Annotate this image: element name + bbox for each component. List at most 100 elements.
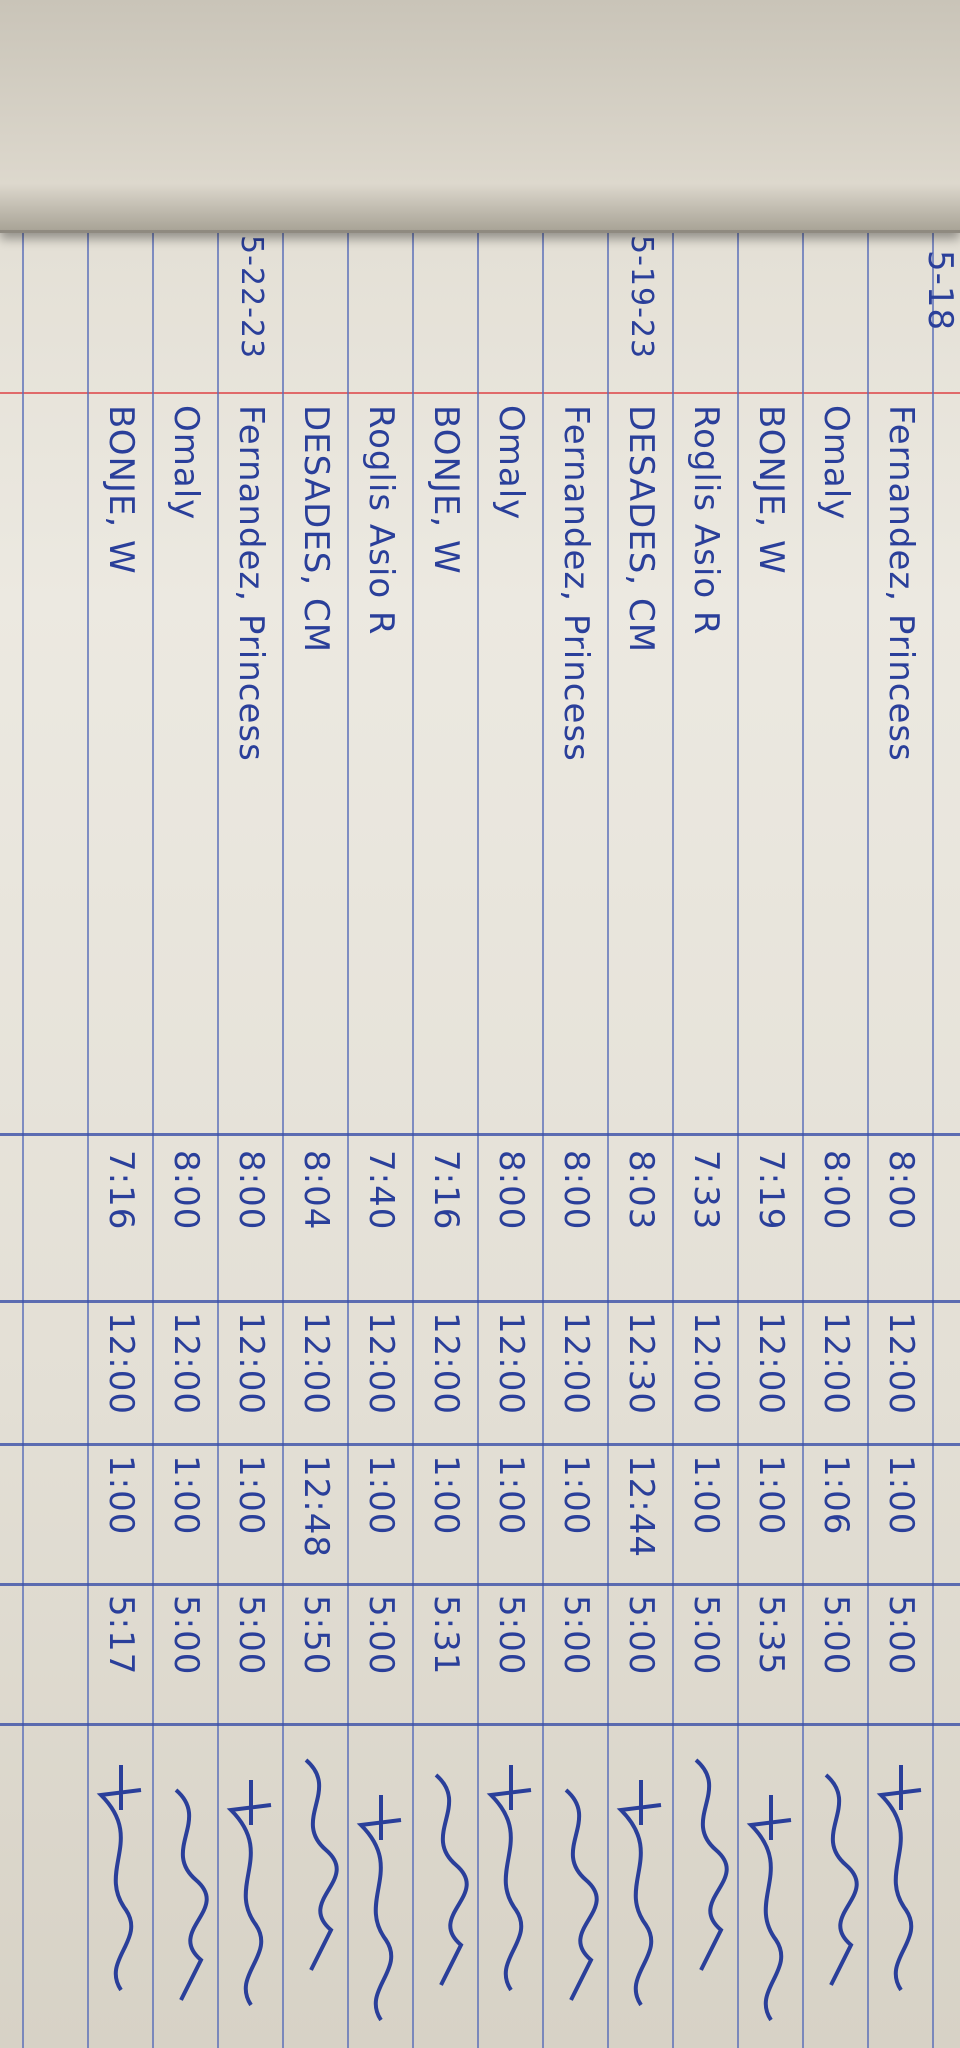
signature-icon (96, 1765, 142, 1992)
signature-icon (304, 1758, 339, 1971)
am-in-cell: 7:40 (361, 1150, 401, 1231)
signature-icon (564, 1788, 599, 2001)
name-cell: DESADES, CM (296, 405, 336, 654)
ruled-line (737, 0, 739, 2048)
pm-out-cell: 5:00 (166, 1595, 206, 1676)
signature-icon (694, 1758, 729, 1971)
ruled-line (217, 0, 219, 2048)
pm-out-cell: 5:17 (101, 1595, 141, 1676)
pm-in-cell: 1:00 (686, 1455, 726, 1536)
pm-in-cell: 1:00 (491, 1455, 531, 1536)
pm-in-cell: 1:00 (751, 1455, 791, 1536)
ruled-line (607, 0, 609, 2048)
am-in-cell: 8:00 (166, 1150, 206, 1231)
am-in-cell: 8:00 (231, 1150, 271, 1231)
pm-in-cell: 1:00 (361, 1455, 401, 1536)
pm-in-cell: 1:00 (231, 1455, 271, 1536)
pm-in-cell: 1:00 (426, 1455, 466, 1536)
ruled-line (347, 0, 349, 2048)
margin-line (0, 392, 960, 394)
name-cell: Omaly (491, 405, 531, 521)
pm-out-cell: 5:31 (426, 1595, 466, 1676)
am-out-cell: 12:00 (686, 1312, 726, 1415)
pm-in-cell: 1:00 (881, 1455, 921, 1536)
upper-page-curl (0, 0, 960, 233)
ruled-line (802, 0, 804, 2048)
am-in-cell: 8:00 (816, 1150, 856, 1231)
name-cell: Roglis Asio R (361, 405, 401, 636)
pm-out-cell: 5:50 (296, 1595, 336, 1676)
signature-icon (876, 1765, 922, 1992)
am-in-cell: 7:33 (686, 1150, 726, 1231)
column-divider (0, 1443, 960, 1446)
header-date-fragment: 5-18 (920, 250, 960, 332)
ruled-line (867, 0, 869, 2048)
name-cell: BONJE, W (751, 405, 791, 575)
ruled-line (282, 0, 284, 2048)
am-in-cell: 7:16 (426, 1150, 466, 1231)
column-divider (0, 1583, 960, 1586)
am-out-cell: 12:00 (751, 1312, 791, 1415)
signature-icon (616, 1780, 662, 2007)
ruled-line (477, 0, 479, 2048)
pm-out-cell: 5:00 (231, 1595, 271, 1676)
am-out-cell: 12:00 (426, 1312, 466, 1415)
am-in-cell: 8:04 (296, 1150, 336, 1231)
signature-icon (824, 1773, 859, 1986)
column-divider (0, 1133, 960, 1136)
ruled-line (87, 0, 89, 2048)
pm-in-cell: 1:06 (816, 1455, 856, 1536)
signature-icon (746, 1795, 792, 2022)
am-out-cell: 12:00 (556, 1312, 596, 1415)
date-cell: 5-22-23 (234, 235, 269, 360)
pm-out-cell: 5:00 (361, 1595, 401, 1676)
ruled-line (152, 0, 154, 2048)
am-in-cell: 7:16 (101, 1150, 141, 1231)
name-cell: DESADES, CM (621, 405, 661, 654)
name-cell: Fernandez, Princess (231, 405, 271, 762)
pm-in-cell: 1:00 (101, 1455, 141, 1536)
pm-out-cell: 5:00 (556, 1595, 596, 1676)
am-out-cell: 12:00 (296, 1312, 336, 1415)
pm-in-cell: 1:00 (166, 1455, 206, 1536)
pm-out-cell: 5:00 (491, 1595, 531, 1676)
signature-icon (486, 1765, 532, 1992)
date-cell: 5-19-23 (624, 235, 659, 360)
am-out-cell: 12:00 (491, 1312, 531, 1415)
name-cell: Fernandez, Princess (556, 405, 596, 762)
am-out-cell: 12:00 (881, 1312, 921, 1415)
name-cell: Fernandez, Princess (881, 405, 921, 762)
name-cell: Roglis Asio R (686, 405, 726, 636)
pm-out-cell: 5:00 (881, 1595, 921, 1676)
name-cell: Omaly (166, 405, 206, 521)
pm-out-cell: 5:00 (686, 1595, 726, 1676)
am-in-cell: 7:19 (751, 1150, 791, 1231)
signature-icon (356, 1795, 402, 2022)
pm-in-cell: 1:00 (556, 1455, 596, 1536)
am-out-cell: 12:00 (361, 1312, 401, 1415)
am-out-cell: 12:00 (166, 1312, 206, 1415)
column-divider (0, 1723, 960, 1726)
pm-out-cell: 5:00 (621, 1595, 661, 1676)
name-cell: Omaly (816, 405, 856, 521)
pm-out-cell: 5:00 (816, 1595, 856, 1676)
column-divider (0, 1300, 960, 1303)
am-out-cell: 12:00 (816, 1312, 856, 1415)
ruled-line (542, 0, 544, 2048)
ruled-line (412, 0, 414, 2048)
pm-in-cell: 12:48 (296, 1455, 336, 1558)
pm-in-cell: 12:44 (621, 1455, 661, 1558)
am-out-cell: 12:00 (101, 1312, 141, 1415)
am-in-cell: 8:00 (881, 1150, 921, 1231)
am-in-cell: 8:03 (621, 1150, 661, 1231)
signature-icon (174, 1788, 209, 2001)
am-in-cell: 8:00 (491, 1150, 531, 1231)
am-in-cell: 8:00 (556, 1150, 596, 1231)
pm-out-cell: 5:35 (751, 1595, 791, 1676)
ruled-line (22, 0, 24, 2048)
ruled-line (672, 0, 674, 2048)
am-out-cell: 12:30 (621, 1312, 661, 1415)
name-cell: BONJE, W (426, 405, 466, 575)
am-out-cell: 12:00 (231, 1312, 271, 1415)
